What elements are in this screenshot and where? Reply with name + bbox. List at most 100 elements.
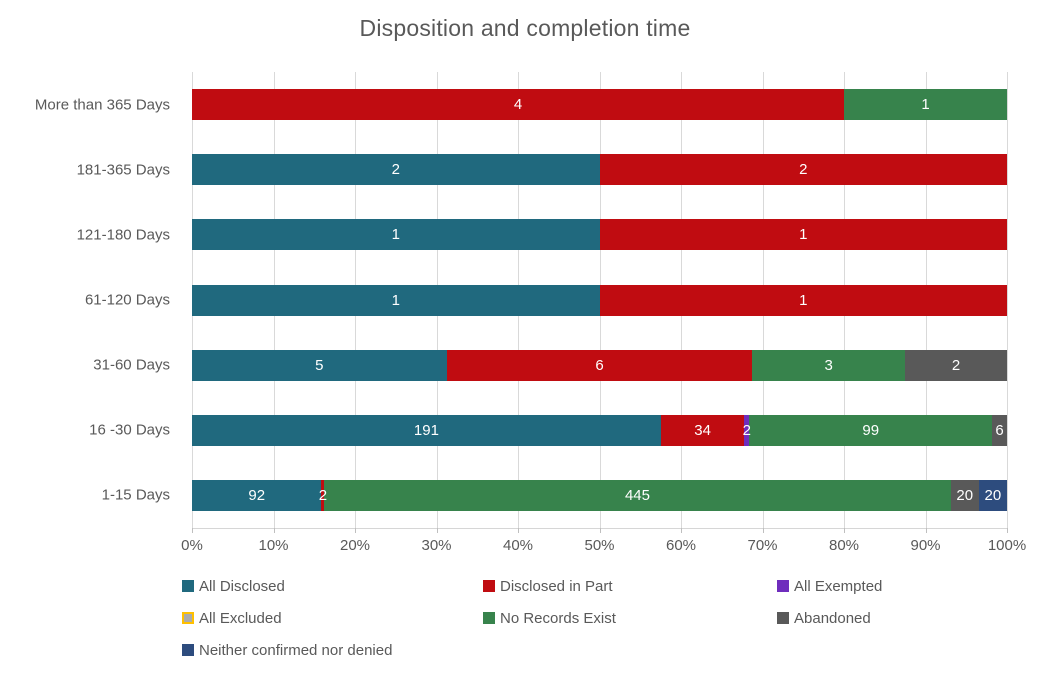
bar-segment-abandoned[interactable]: 20 [950, 479, 979, 511]
legend-swatch-icon [483, 580, 495, 592]
y-axis-category-label: 1-15 Days [101, 486, 170, 504]
bar-segment-all-disclosed[interactable]: 92 [192, 479, 322, 511]
bar-segment-all-disclosed[interactable]: 191 [192, 414, 661, 446]
y-axis-category-label: 16 -30 Days [89, 421, 170, 439]
legend-swatch-icon [182, 612, 194, 624]
bar-segment-disclosed-in-part[interactable]: 6 [446, 349, 753, 381]
x-axis-tick-label: 90% [910, 537, 941, 554]
chart-title: Disposition and completion time [359, 15, 691, 41]
x-axis-tick-label: 50% [584, 537, 615, 554]
bar-segment-all-disclosed[interactable]: 1 [192, 284, 600, 316]
bar-value-label: 1 [799, 291, 808, 309]
legend-label: Disclosed in Part [500, 577, 613, 595]
x-axis-tick-labels: 0% 10% 20% 30% 40% 50% 60% 70% 80% 90% 100% [181, 537, 1026, 557]
bar-value-label: 92 [248, 486, 266, 504]
axis-tick [844, 528, 845, 533]
legend-item-disclosed-in-part[interactable]: Disclosed in Part [483, 570, 777, 602]
legend-swatch-icon [777, 580, 789, 592]
bar-segment-all-disclosed[interactable]: 2 [192, 154, 600, 186]
bar-value-label: 1 [799, 226, 808, 244]
legend-label: All Disclosed [199, 577, 285, 595]
bar-value-label: 2 [951, 356, 961, 374]
bar-value-label: 20 [984, 486, 1002, 504]
axis-tick [192, 528, 193, 533]
legend-item-all-exempted[interactable]: All Exempted [777, 570, 882, 602]
legend-label: All Exempted [794, 577, 883, 595]
axis-tick [273, 528, 275, 533]
bar-value-label: 6 [595, 356, 604, 374]
bar-value-label: 4 [513, 96, 523, 114]
bar-segment-no-records-exist[interactable]: 3 [752, 349, 906, 381]
legend-item-neither-confirmed-nor-denied[interactable]: Neither confirmed nor denied [182, 634, 483, 666]
bar-row: 92 2 445 20 20 [192, 479, 1007, 511]
bar-value-label: 191 [413, 421, 439, 439]
x-axis-tick-label: 20% [339, 537, 371, 554]
axis-tick [355, 528, 356, 533]
bar-value-label: 6 [995, 421, 1004, 439]
bar-segment-all-exempted[interactable]: 2 [742, 414, 751, 446]
axis-tick [925, 528, 927, 533]
legend-swatch-icon [777, 612, 789, 624]
x-axis-tick-label: 80% [828, 537, 860, 554]
plot-area: 4 1 2 2 1 1 1 1 5 6 3 2 191 34 2 99 6 92 2 445 20 20 [192, 72, 1008, 533]
legend-item-all-disclosed[interactable]: All Disclosed [182, 570, 483, 602]
legend-item-abandoned[interactable]: Abandoned [777, 602, 882, 634]
gridline [1007, 72, 1008, 528]
legend: All Disclosed Disclosed in Part All Exempt… [182, 570, 882, 666]
x-axis-tick-label: 0% [181, 537, 203, 554]
legend-label: Abandoned [794, 609, 871, 627]
bar-value-label: 2 [799, 161, 808, 179]
bar-segment-abandoned[interactable]: 6 [992, 414, 1007, 446]
bar-value-label: 2 [742, 421, 751, 439]
y-axis-category-label: 181-365 Days [76, 161, 170, 179]
bar-segment-disclosed-in-part[interactable]: 34 [660, 414, 745, 446]
legend-swatch-icon [182, 644, 194, 656]
bar-segment-disclosed-in-part[interactable]: 2 [318, 479, 328, 511]
axis-tick [762, 528, 764, 533]
bar-row: 5 6 3 2 [192, 349, 1007, 381]
legend-item-all-excluded[interactable]: All Excluded [182, 602, 483, 634]
legend-label: All Excluded [199, 609, 282, 627]
bar-value-label: 1 [921, 96, 930, 114]
bar-value-label: 2 [391, 161, 400, 179]
bar-segment-disclosed-in-part[interactable]: 4 [192, 89, 844, 121]
x-axis-tick-label: 30% [421, 537, 452, 554]
x-axis-tick-label: 40% [502, 537, 534, 554]
bar-value-label: 445 [624, 486, 650, 504]
bar-segment-all-disclosed[interactable]: 5 [192, 349, 447, 381]
bar-segment-no-records-exist[interactable]: 445 [324, 479, 951, 511]
bar-segment-abandoned[interactable]: 2 [905, 349, 1007, 381]
axis-tick [681, 528, 682, 533]
y-axis-category-label: More than 365 Days [34, 96, 170, 114]
y-axis-category-label: 121-180 Days [76, 226, 170, 244]
bar-segment-neither-confirmed-nor-denied[interactable]: 20 [978, 479, 1007, 511]
legend-swatch-icon [182, 580, 194, 592]
legend-item-no-records-exist[interactable]: No Records Exist [483, 602, 777, 634]
y-axis-category-label: 31-60 Days [93, 356, 170, 374]
bar-segment-no-records-exist[interactable]: 99 [749, 414, 993, 446]
bar-segment-no-records-exist[interactable]: 1 [844, 89, 1007, 121]
x-axis-tick-label: 100% [987, 537, 1027, 554]
y-axis-labels: More than 365 Days 181-365 Days 121-180 Da… [0, 72, 180, 528]
bar-row: 191 34 2 99 6 [192, 414, 1007, 446]
axis-tick [436, 528, 438, 533]
bar-segment-disclosed-in-part[interactable]: 2 [599, 154, 1007, 186]
legend-swatch-icon [483, 612, 495, 624]
bar-value-label: 1 [391, 226, 400, 244]
bar-value-label: 1 [391, 291, 400, 309]
x-axis-tick-label: 70% [747, 537, 778, 554]
bar-segment-all-disclosed[interactable]: 1 [192, 219, 600, 251]
x-axis-tick-label: 60% [665, 537, 697, 554]
legend-label: Neither confirmed nor denied [199, 641, 393, 659]
axis-tick [599, 528, 601, 533]
bar-value-label: 20 [956, 486, 974, 504]
bar-segment-disclosed-in-part[interactable]: 1 [599, 219, 1007, 251]
bar-segment-disclosed-in-part[interactable]: 1 [599, 284, 1007, 316]
y-axis-category-label: 61-120 Days [84, 291, 170, 309]
bar-value-label: 2 [318, 486, 328, 504]
